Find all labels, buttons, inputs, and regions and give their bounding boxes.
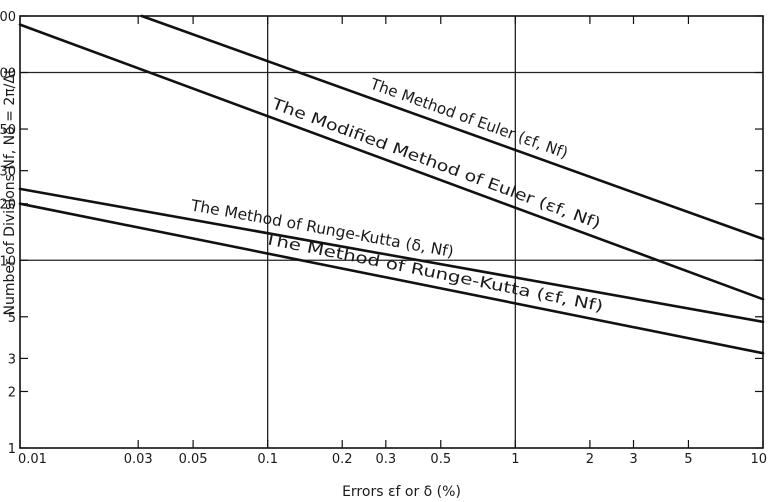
y-tick-labels: 1 2 3 5 10 20 30 50 100 200 xyxy=(0,10,16,457)
x-tick-label: 0.05 xyxy=(179,452,208,467)
y-tick-label: 200 xyxy=(0,10,16,25)
y-tick-label: 50 xyxy=(0,123,16,138)
y-tick-label: 2 xyxy=(8,385,16,400)
y-tick-label: 3 xyxy=(8,352,16,367)
x-tick-label: 0.2 xyxy=(332,452,353,467)
x-tick-label: 0.03 xyxy=(124,452,153,467)
x-tick-labels: 0.01 0.03 0.05 0.1 0.2 0.3 0.5 1 2 3 5 10 xyxy=(18,452,767,467)
series-lines xyxy=(18,14,765,355)
x-tick-label: 0.01 xyxy=(18,452,47,467)
x-tick-label: 5 xyxy=(684,452,692,467)
y-tick-label: 5 xyxy=(8,311,16,326)
y-tick-label: 100 xyxy=(0,67,16,82)
y-axis-title: Number of Divisions Nf, Nδ = 2π/Δt xyxy=(2,68,18,315)
series-line-4 xyxy=(18,202,765,355)
x-tick-label: 2 xyxy=(586,452,594,467)
y-tick-label: 20 xyxy=(0,198,16,213)
plot-frame xyxy=(19,15,764,449)
x-tick-label: 10 xyxy=(750,452,767,467)
series-line-2 xyxy=(18,23,765,301)
x-tick-label: 0.3 xyxy=(375,452,396,467)
x-tick-label: 3 xyxy=(629,452,637,467)
series-line-1 xyxy=(140,14,765,241)
y-tick-label: 10 xyxy=(0,254,16,269)
y-tick-label: 1 xyxy=(8,442,16,457)
x-tick-label: 0.1 xyxy=(257,452,278,467)
series-line-3 xyxy=(18,187,765,324)
y-tick-label: 30 xyxy=(0,165,16,180)
x-tick-label: 1 xyxy=(511,452,519,467)
x-axis-title: Errors εf or δ (%) xyxy=(342,484,461,500)
x-tick-label: 0.5 xyxy=(430,452,451,467)
